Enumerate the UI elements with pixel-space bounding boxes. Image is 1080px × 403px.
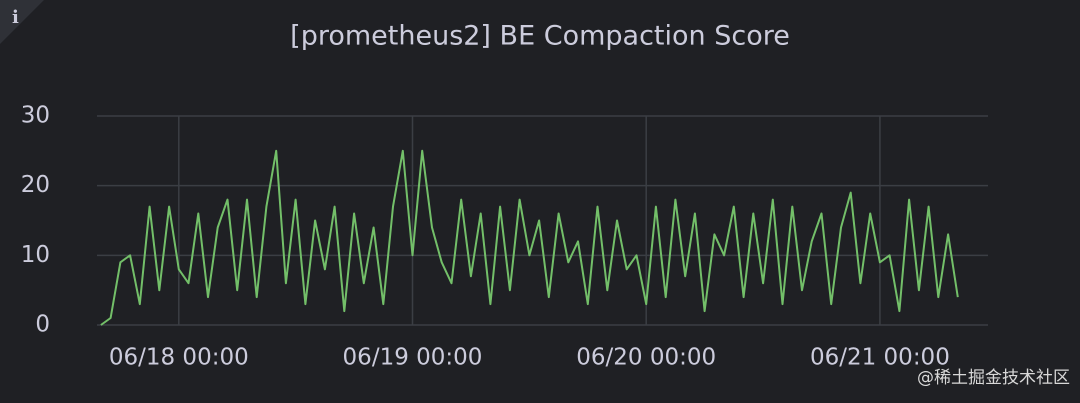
x-tick-label: 06/20 00:00 [576, 345, 716, 371]
y-tick-label: 0 [35, 312, 50, 338]
watermark: @稀土掘金技术社区 [917, 368, 1070, 388]
x-tick-label: 06/19 00:00 [343, 345, 483, 371]
x-tick-label: 06/18 00:00 [109, 345, 249, 371]
info-icon[interactable]: i [12, 7, 19, 28]
y-tick-label: 10 [21, 242, 50, 268]
series-line [100, 149, 959, 326]
grid [97, 115, 988, 326]
info-corner[interactable] [0, 0, 44, 44]
chart-title: [prometheus2] BE Compaction Score [290, 21, 790, 52]
x-tick-label: 06/21 00:00 [810, 345, 950, 371]
y-tick-label: 20 [21, 172, 50, 198]
y-tick-label: 30 [21, 103, 50, 129]
